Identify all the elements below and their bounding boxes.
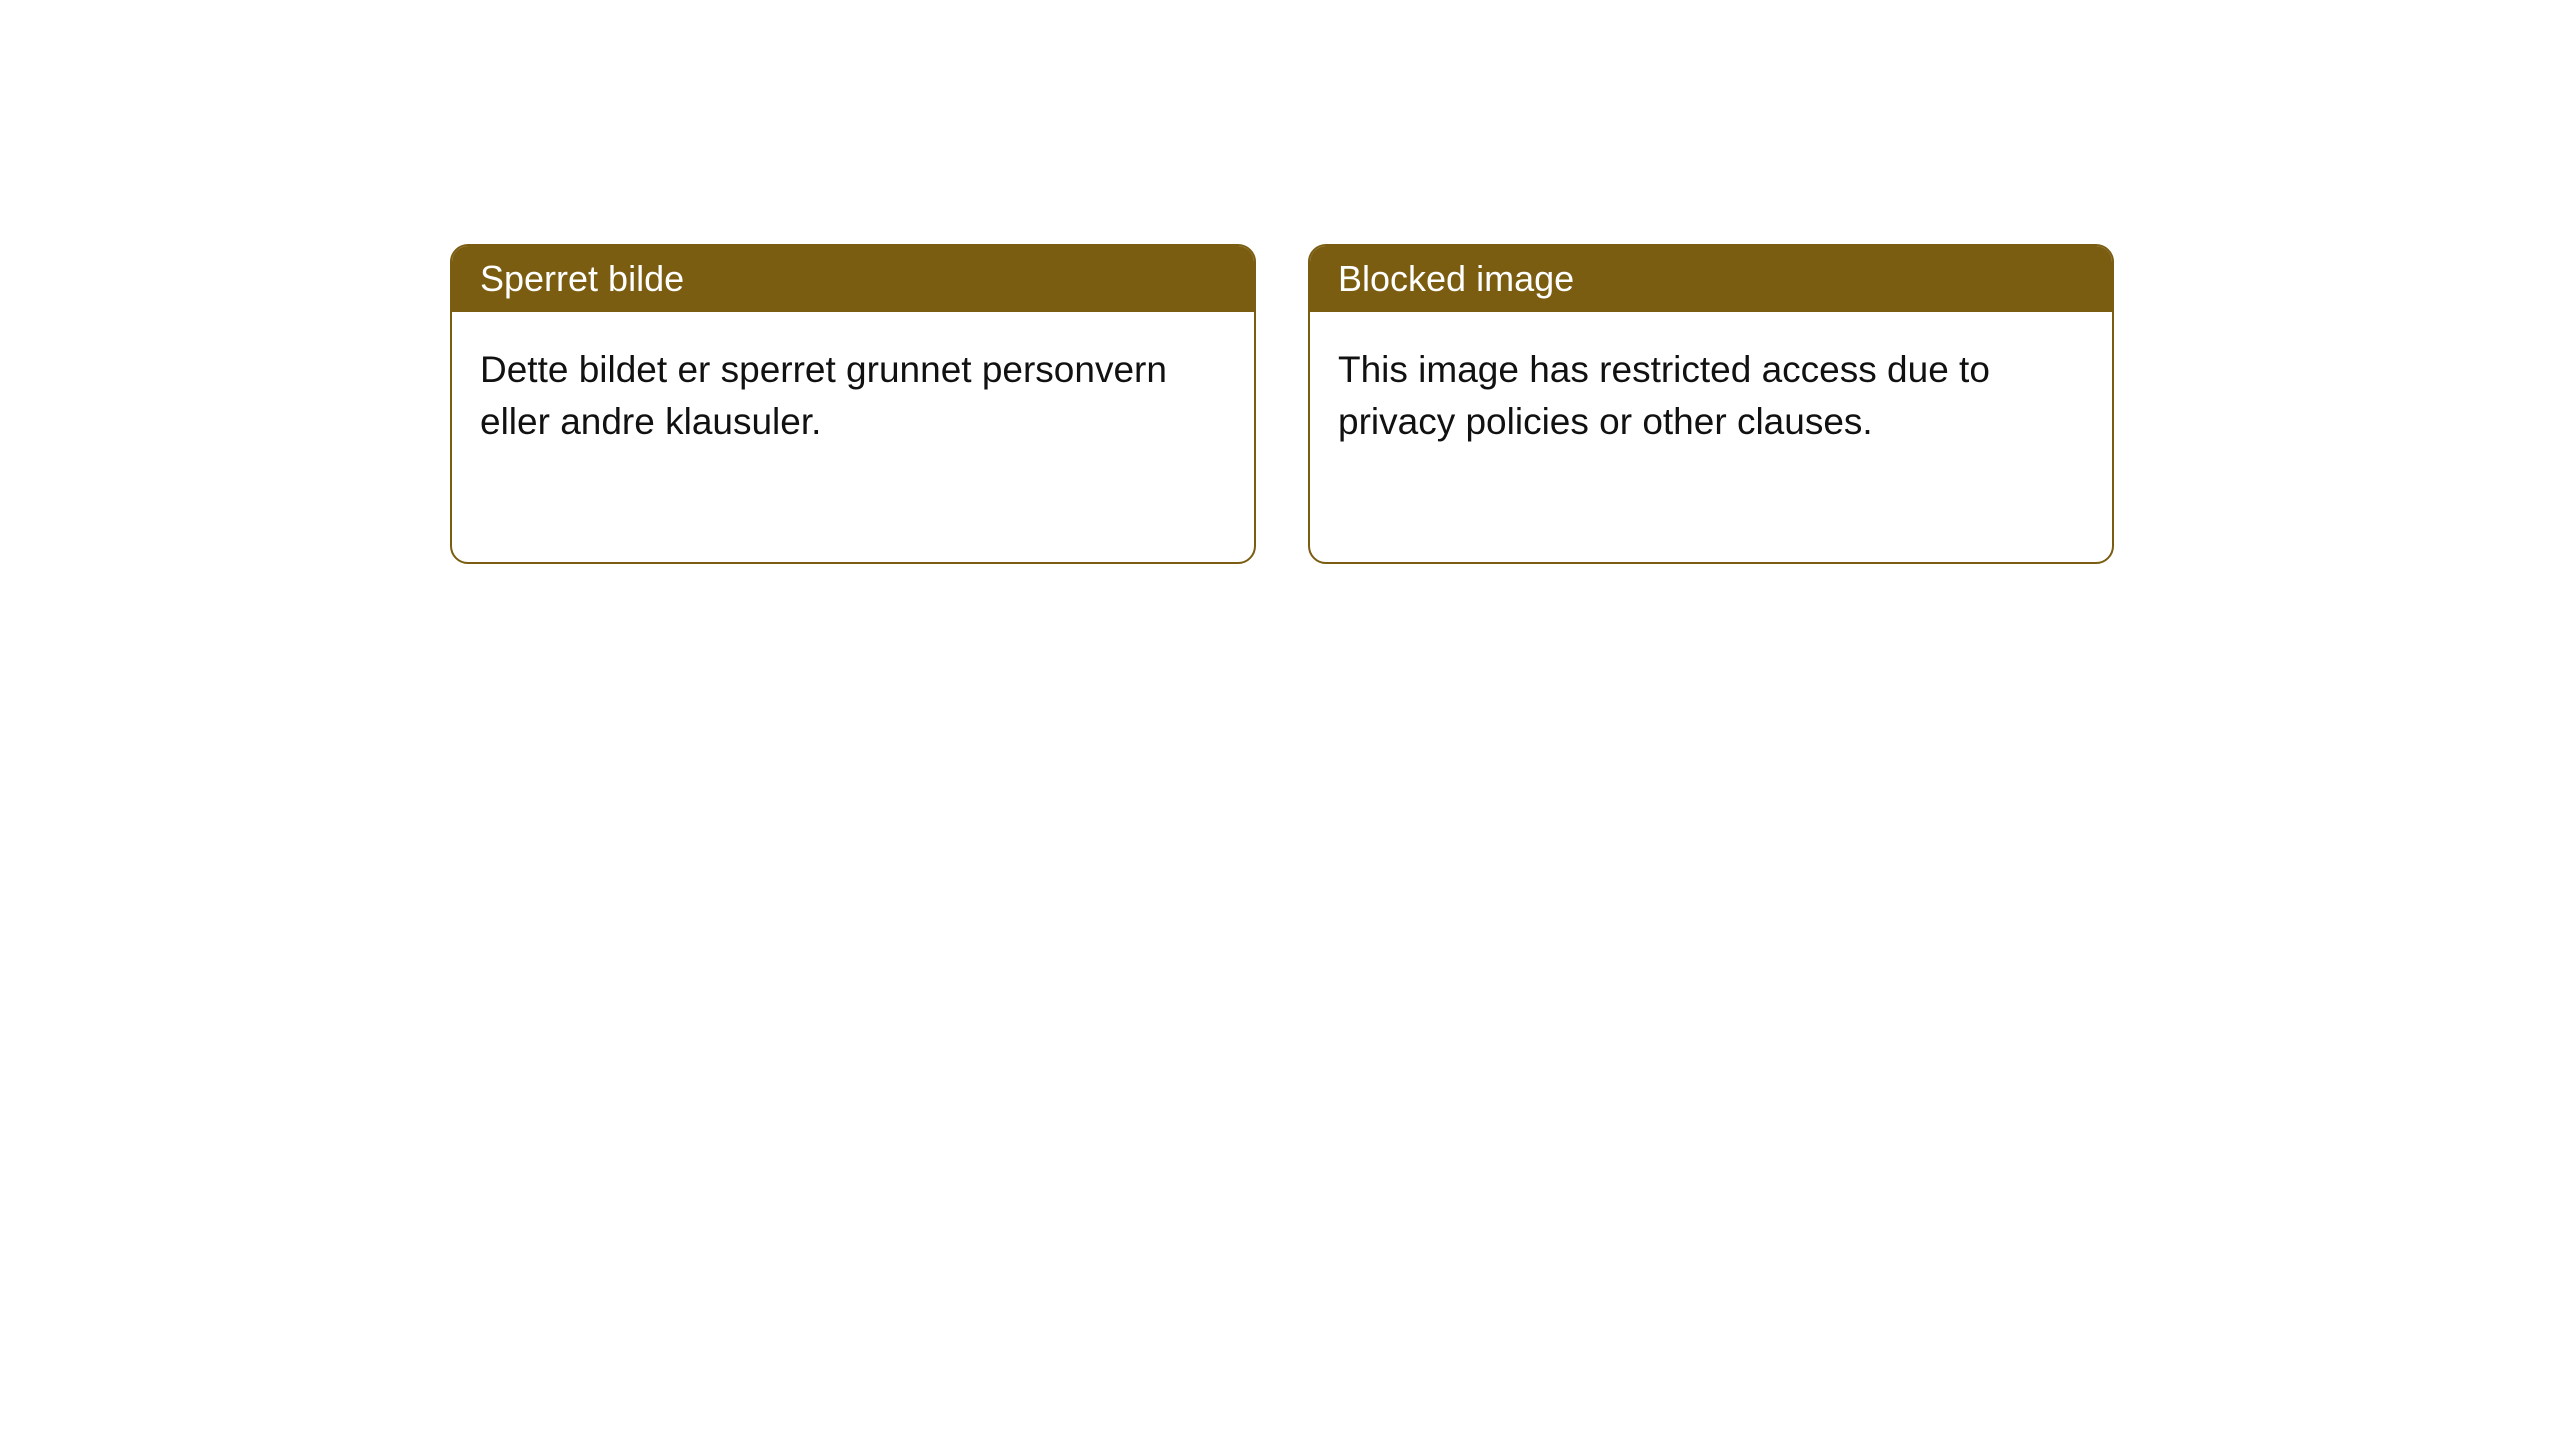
- notice-card-en: Blocked image This image has restricted …: [1308, 244, 2114, 564]
- notice-container: Sperret bilde Dette bildet er sperret gr…: [450, 244, 2114, 564]
- notice-card-title: Sperret bilde: [452, 246, 1254, 312]
- notice-card-title: Blocked image: [1310, 246, 2112, 312]
- notice-card-body: This image has restricted access due to …: [1310, 312, 2112, 562]
- notice-card-no: Sperret bilde Dette bildet er sperret gr…: [450, 244, 1256, 564]
- notice-card-body: Dette bildet er sperret grunnet personve…: [452, 312, 1254, 562]
